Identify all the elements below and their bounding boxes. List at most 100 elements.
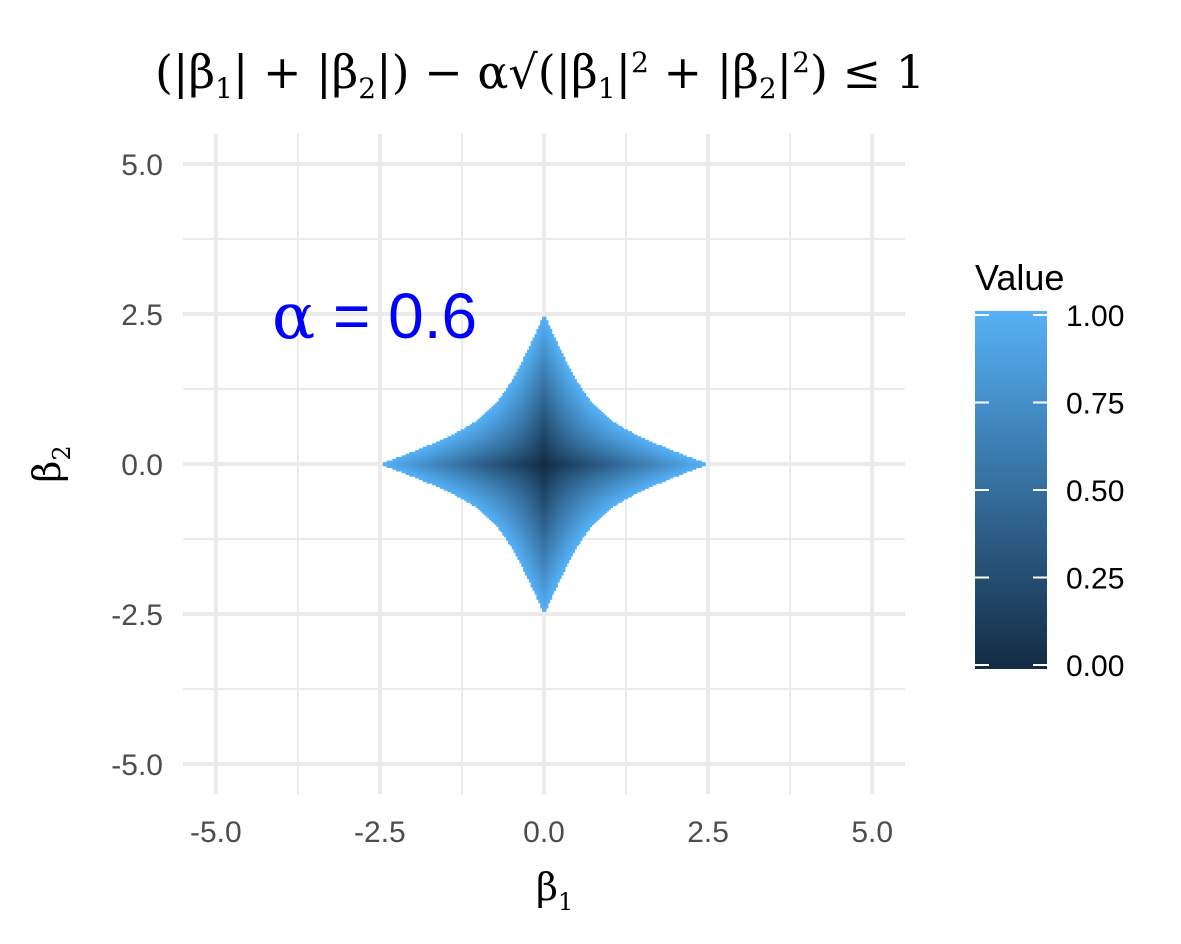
value-cell: [528, 438, 532, 441]
value-cell: [447, 441, 450, 444]
value-cell: [523, 559, 526, 562]
value-cell: [485, 484, 488, 488]
value-cell: [515, 529, 519, 533]
value-cell: [532, 405, 536, 408]
value-cell: [526, 514, 530, 517]
value-cell: [544, 427, 547, 430]
value-cell: [534, 444, 538, 448]
value-cell: [515, 543, 519, 547]
value-cell: [504, 522, 507, 526]
value-cell: [392, 460, 395, 463]
value-cell: [542, 566, 545, 569]
value-cell: [534, 386, 538, 389]
value-cell: [540, 507, 543, 510]
value-cell: [545, 594, 549, 597]
value-cell: [506, 434, 509, 437]
value-cell: [460, 460, 464, 463]
value-cell: [528, 453, 532, 456]
value-cell: [489, 460, 492, 463]
value-cell: [509, 386, 513, 389]
value-cell: [456, 444, 460, 448]
value-cell: [526, 453, 530, 456]
value-cell: [464, 476, 467, 479]
value-cell: [545, 444, 549, 448]
value-cell: [521, 491, 524, 495]
value-cell: [498, 528, 501, 531]
value-cell: [411, 457, 414, 460]
value-cell: [411, 469, 414, 472]
value-cell: [437, 469, 441, 472]
value-cell: [528, 574, 532, 578]
value-cell: [504, 410, 507, 413]
value-cell: [509, 450, 513, 453]
value-cell: [492, 495, 496, 498]
value-cell: [517, 472, 520, 475]
value-cell: [521, 382, 524, 385]
value-cell: [523, 380, 526, 384]
value-cell: [515, 535, 519, 538]
value-cell: [534, 453, 538, 456]
value-cell: [443, 460, 446, 463]
value-cell: [487, 453, 490, 456]
value-cell: [490, 503, 494, 507]
value-cell: [487, 425, 490, 429]
value-cell: [509, 382, 513, 385]
value-cell: [534, 528, 538, 531]
value-cell: [540, 425, 543, 429]
value-cell: [494, 507, 498, 510]
value-cell: [538, 394, 541, 397]
value-cell: [451, 453, 454, 456]
value-cell: [526, 495, 530, 498]
value-cell: [415, 455, 418, 458]
value-cell: [540, 469, 543, 472]
value-cell: [521, 561, 524, 564]
value-cell: [544, 394, 547, 397]
value-cell: [507, 491, 511, 495]
value-cell: [479, 470, 483, 474]
value-cell: [542, 594, 545, 597]
value-cell: [489, 505, 492, 508]
value-cell: [530, 512, 534, 515]
value-cell: [479, 488, 483, 491]
value-cell: [494, 444, 498, 448]
value-cell: [483, 422, 486, 425]
value-cell: [426, 462, 429, 465]
value-cell: [454, 476, 458, 479]
value-cell: [475, 455, 479, 458]
value-cell: [460, 474, 464, 477]
value-cell: [477, 451, 481, 455]
value-cell: [494, 479, 498, 482]
value-cell: [437, 441, 441, 444]
value-cell: [449, 462, 452, 465]
value-cell: [540, 346, 543, 349]
value-cell: [517, 524, 520, 527]
value-cell: [536, 412, 539, 415]
value-cell: [521, 417, 524, 420]
value-cell: [519, 457, 522, 460]
value-cell: [530, 399, 534, 403]
value-cell: [540, 495, 543, 498]
value-cell: [517, 432, 520, 436]
value-cell: [490, 496, 494, 500]
value-cell: [538, 566, 541, 569]
value-cell: [511, 457, 515, 460]
value-cell: [542, 540, 545, 543]
value-cell: [542, 375, 545, 378]
value-cell: [494, 451, 498, 455]
value-cell: [477, 457, 481, 460]
value-cell: [390, 465, 393, 469]
value-cell: [511, 458, 515, 462]
value-cell: [462, 495, 465, 498]
value-cell: [451, 436, 454, 439]
value-cell: [515, 522, 519, 526]
value-cell: [492, 514, 496, 517]
value-cell: [456, 490, 460, 493]
value-cell: [470, 498, 473, 501]
value-cell: [523, 361, 526, 365]
value-cell: [485, 488, 488, 491]
value-cell: [494, 431, 498, 434]
value-cell: [532, 354, 536, 358]
value-cell: [530, 405, 534, 408]
value-cell: [509, 533, 513, 536]
value-cell: [517, 540, 520, 543]
